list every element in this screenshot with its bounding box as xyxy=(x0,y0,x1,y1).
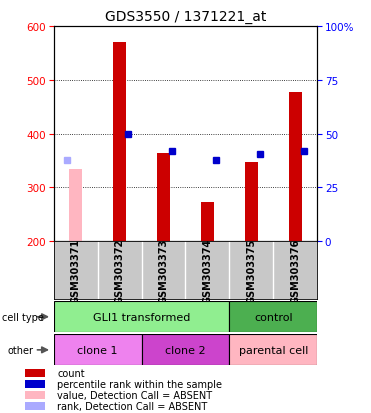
Bar xyxy=(229,335,317,366)
Bar xyxy=(25,391,45,399)
Text: percentile rank within the sample: percentile rank within the sample xyxy=(58,380,223,389)
Bar xyxy=(25,369,45,377)
Bar xyxy=(54,335,142,366)
Bar xyxy=(229,301,317,332)
Text: GLI1 transformed: GLI1 transformed xyxy=(93,312,190,322)
Bar xyxy=(289,93,302,242)
Text: GSM303373: GSM303373 xyxy=(158,238,168,303)
Text: cell type: cell type xyxy=(2,312,44,322)
Text: other: other xyxy=(7,345,33,355)
Text: GSM303376: GSM303376 xyxy=(290,238,300,303)
Text: clone 1: clone 1 xyxy=(78,345,118,355)
Bar xyxy=(54,301,229,332)
Text: clone 2: clone 2 xyxy=(165,345,206,355)
Text: GSM303371: GSM303371 xyxy=(71,238,81,303)
Bar xyxy=(25,402,45,410)
Bar xyxy=(157,154,170,242)
Text: GDS3550 / 1371221_at: GDS3550 / 1371221_at xyxy=(105,10,266,24)
Bar xyxy=(69,169,82,242)
Text: parental cell: parental cell xyxy=(239,345,308,355)
Text: GSM303372: GSM303372 xyxy=(115,238,125,303)
Bar xyxy=(245,162,258,242)
Text: rank, Detection Call = ABSENT: rank, Detection Call = ABSENT xyxy=(58,401,208,411)
Bar xyxy=(201,203,214,242)
Text: GSM303374: GSM303374 xyxy=(203,238,213,303)
Text: control: control xyxy=(254,312,293,322)
Text: count: count xyxy=(58,368,85,378)
Text: value, Detection Call = ABSENT: value, Detection Call = ABSENT xyxy=(58,390,213,400)
Text: GSM303375: GSM303375 xyxy=(246,238,256,303)
Bar xyxy=(25,380,45,389)
Bar xyxy=(113,43,126,242)
Bar xyxy=(142,335,229,366)
